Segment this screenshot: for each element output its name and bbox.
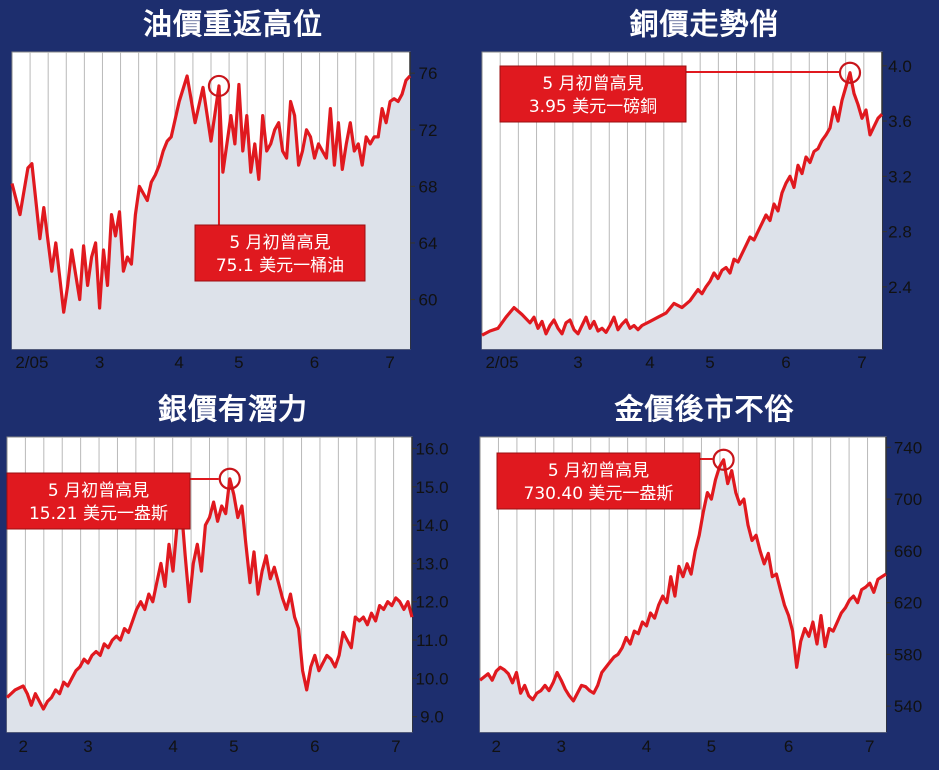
x-tick-label: 3 [573, 353, 582, 372]
x-tick-label: 7 [865, 737, 874, 756]
y-tick-label: 540 [894, 697, 922, 716]
y-tick-label: 13.0 [415, 554, 448, 573]
x-tick-label: 6 [784, 737, 793, 756]
gold-price-chart: 540 580 620 660 700 740 2 3 4 5 6 7 5 月初曾高見 730.40 美元… [479, 436, 922, 756]
y-tick-label: 620 [894, 594, 922, 613]
y-tick-label: 660 [894, 542, 922, 561]
peak-marker [218, 467, 241, 490]
y-tick-label: 10.0 [415, 669, 448, 688]
y-tick-label: 76 [419, 64, 438, 83]
x-tick-label: 5 [707, 737, 716, 756]
x-tick-label: 7 [385, 353, 394, 372]
callout-box [6, 472, 191, 530]
copper-chart-panel: 銅價走勢俏 2.4 2.8 3.2 3.6 4.0 2/05 3 4 5 6 7 5 月初曾高見 3.9… [470, 0, 939, 381]
callout-text: 5 月初曾高見 [48, 481, 149, 501]
x-tick-label: 2 [492, 737, 501, 756]
silver-price-chart: 9.0 10.0 11.0 12.0 13.0 14.0 15.0 16.0 2 3 4 5 6 7 5 月… [5, 436, 449, 756]
y-tick-label: 72 [419, 121, 438, 140]
y-tick-label: 11.0 [416, 631, 448, 650]
peak-marker [207, 74, 231, 98]
copper-price-chart: 2.4 2.8 3.2 3.6 4.0 2/05 3 4 5 6 7 5 月初曾高見 3.95 美元一磅… [481, 51, 912, 372]
y-tick-label: 64 [419, 234, 438, 253]
callout-text: 15.21 美元一盎斯 [29, 504, 168, 524]
callout-text: 75.1 美元一桶油 [216, 256, 344, 276]
silver-chart-panel: 銀價有潛力 9.0 10.0 11.0 12.0 13.0 14.0 15.0 16.0 2 3 4… [0, 385, 466, 770]
oil-price-chart: 60 64 68 72 76 2/05 3 4 5 6 7 5 月初曾高見 75.1 美元一桶油 [10, 51, 438, 372]
y-tick-label: 700 [894, 490, 922, 509]
callout-box [194, 224, 366, 282]
x-tick-label: 2 [18, 737, 27, 756]
x-tick-label: 5 [234, 353, 243, 372]
chart-title: 油價重返高位 [142, 7, 323, 41]
y-tick-label: 3.6 [888, 112, 912, 131]
x-tick-label: 6 [310, 353, 319, 372]
gold-chart-panel: 金價後市不俗 540 580 620 660 700 740 2 3 4 5 6 7 5 月初曾高見 73… [470, 385, 939, 770]
x-tick-label: 2/05 [485, 353, 518, 372]
peak-marker [712, 448, 735, 471]
x-tick-label: 7 [857, 353, 866, 372]
y-tick-label: 68 [419, 177, 438, 196]
oil-chart-panel: 油價重返高位 60 64 68 72 76 2/05 3 4 5 6 7 5 月初曾高見 75.1 美元… [0, 0, 466, 381]
x-tick-label: 2/05 [15, 353, 48, 372]
chart-title: 銅價走勢俏 [629, 7, 780, 41]
callout-text: 730.40 美元一盎斯 [524, 484, 674, 504]
x-tick-label: 6 [781, 353, 790, 372]
price-line [481, 71, 884, 337]
x-tick-label: 3 [83, 737, 92, 756]
callout-box [496, 452, 701, 510]
x-tick-label: 5 [229, 737, 238, 756]
y-tick-label: 12.0 [415, 593, 448, 612]
x-tick-label: 3 [556, 737, 565, 756]
area-fill [480, 459, 886, 732]
price-line [479, 458, 887, 703]
chart-title: 金價後市不俗 [614, 392, 795, 426]
callout-text: 5 月初曾高見 [548, 461, 649, 481]
y-tick-label: 2.4 [888, 278, 912, 297]
chart-title: 銀價有潛力 [157, 392, 308, 426]
price-line [10, 74, 412, 314]
peak-marker [838, 61, 862, 84]
y-tick-label: 15.0 [415, 478, 448, 497]
y-tick-label: 14.0 [415, 516, 448, 535]
y-tick-label: 60 [419, 291, 438, 310]
x-tick-label: 7 [391, 737, 400, 756]
x-tick-label: 5 [705, 353, 714, 372]
x-tick-label: 6 [310, 737, 319, 756]
x-tick-label: 4 [174, 353, 183, 372]
y-tick-label: 3.2 [888, 167, 912, 186]
y-tick-label: 740 [894, 438, 922, 457]
y-tick-label: 580 [894, 645, 922, 664]
y-tick-label: 9.0 [420, 708, 444, 727]
x-tick-label: 4 [642, 737, 651, 756]
callout-text: 5 月初曾高見 [229, 233, 330, 253]
price-line [5, 477, 414, 711]
y-tick-label: 16.0 [415, 439, 448, 458]
callout-box [499, 65, 687, 123]
callout-text: 3.95 美元一磅銅 [529, 97, 657, 117]
x-tick-label: 3 [95, 353, 104, 372]
y-tick-label: 4.0 [888, 57, 912, 76]
callout-text: 5 月初曾高見 [542, 74, 643, 94]
y-tick-label: 2.8 [888, 223, 912, 242]
area-fill [482, 72, 882, 349]
x-tick-label: 4 [645, 353, 654, 372]
x-tick-label: 4 [168, 737, 177, 756]
